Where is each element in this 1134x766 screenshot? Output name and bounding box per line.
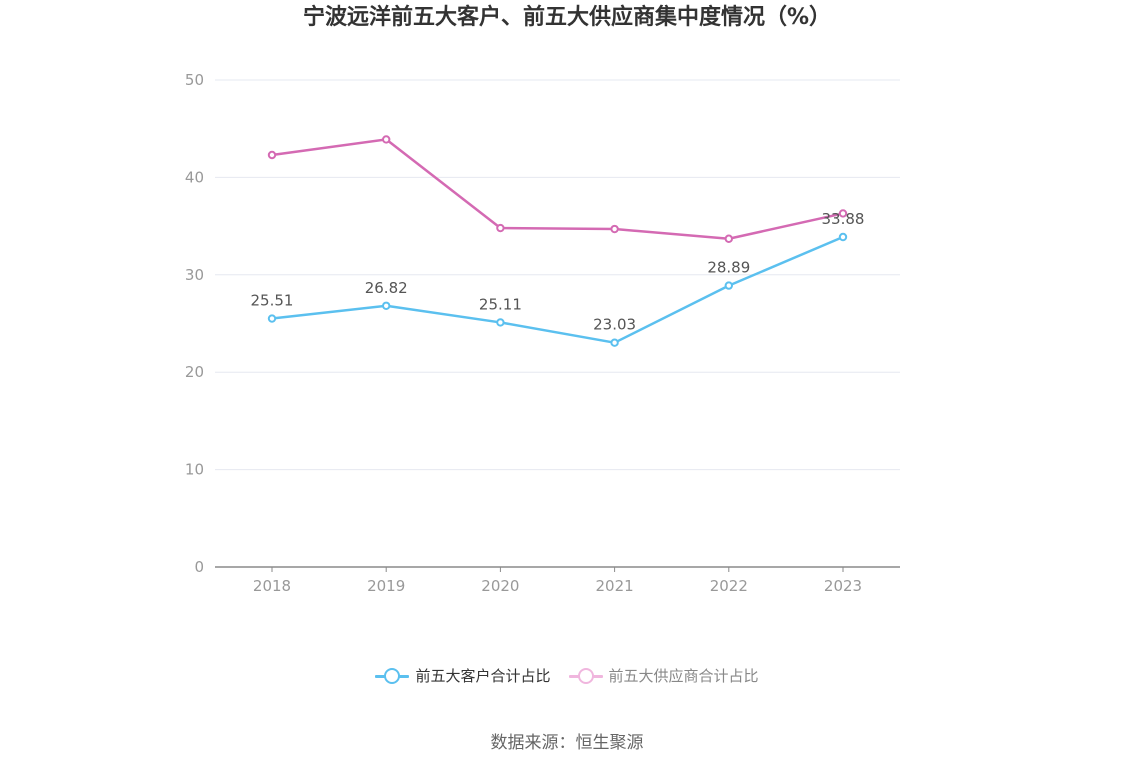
- data-point-customers-2019[interactable]: [382, 301, 391, 310]
- series-lines: [267, 135, 848, 347]
- customers-series-marker-icon: [375, 667, 410, 685]
- suppliers-series-marker-icon: [568, 667, 603, 685]
- data-label-customers-2022: 28.89: [707, 259, 750, 277]
- data-source-note: 数据来源：恒生聚源: [490, 733, 644, 753]
- line-chart: 0 10 20 30 40 50 2018 2019 2020 2021 2022 2023 25.…: [185, 71, 900, 595]
- grid-lines: [215, 79, 900, 471]
- data-point-customers-2022[interactable]: [724, 281, 733, 290]
- series-line-suppliers: [271, 138, 844, 241]
- y-tick-label-20: 20: [185, 363, 204, 381]
- x-tick-label-2022: 2022: [710, 577, 748, 595]
- x-axis: [215, 566, 900, 572]
- y-axis-tick-labels: 0 10 20 30 40 50: [185, 71, 204, 576]
- y-tick-label-0: 0: [194, 558, 204, 576]
- data-point-suppliers-2021[interactable]: [610, 224, 619, 234]
- data-point-customers-2023[interactable]: [838, 232, 848, 242]
- data-label-customers-2018: 25.51: [251, 292, 294, 310]
- y-tick-label-10: 10: [185, 461, 204, 479]
- data-label-customers-2020: 25.11: [479, 295, 522, 313]
- data-label-customers-2019: 26.82: [365, 279, 408, 297]
- legend-label-suppliers: 前五大供应商合计占比: [608, 667, 759, 685]
- x-axis-tick-labels: 2018 2019 2020 2021 2022 2023: [253, 577, 862, 595]
- data-point-customers-2018[interactable]: [267, 314, 277, 323]
- data-labels: 25.51 26.82 25.11 23.03 28.89 33.88: [251, 210, 865, 334]
- y-tick-label-30: 30: [185, 266, 204, 284]
- x-tick-label-2020: 2020: [481, 577, 519, 595]
- data-point-suppliers-2023[interactable]: [838, 209, 848, 218]
- x-tick-label-2019: 2019: [367, 577, 405, 595]
- x-tick-label-2021: 2021: [596, 577, 634, 595]
- chart-title: 宁波远洋前五大客户、前五大供应商集中度情况（%）: [302, 5, 832, 30]
- legend-item-suppliers[interactable]: 前五大供应商合计占比: [568, 663, 759, 689]
- y-tick-label-50: 50: [185, 71, 204, 89]
- data-point-customers-2020[interactable]: [496, 318, 505, 327]
- x-tick-label-2023: 2023: [824, 577, 862, 595]
- data-point-suppliers-2019[interactable]: [382, 135, 391, 144]
- x-tick-label-2018: 2018: [253, 577, 291, 595]
- data-point-suppliers-2018[interactable]: [267, 150, 277, 160]
- series-line-customers: [271, 235, 844, 344]
- legend: 前五大客户合计占比 前五大供应商合计占比: [0, 663, 1134, 689]
- data-point-suppliers-2020[interactable]: [496, 223, 505, 233]
- data-point-suppliers-2022[interactable]: [724, 234, 733, 243]
- legend-label-customers: 前五大客户合计占比: [415, 667, 551, 685]
- data-label-customers-2021: 23.03: [593, 316, 636, 334]
- data-label-customers-2023: 33.88: [822, 210, 865, 228]
- legend-item-customers[interactable]: 前五大客户合计占比: [375, 663, 551, 689]
- data-point-customers-2021[interactable]: [610, 338, 619, 347]
- y-tick-label-40: 40: [185, 168, 204, 186]
